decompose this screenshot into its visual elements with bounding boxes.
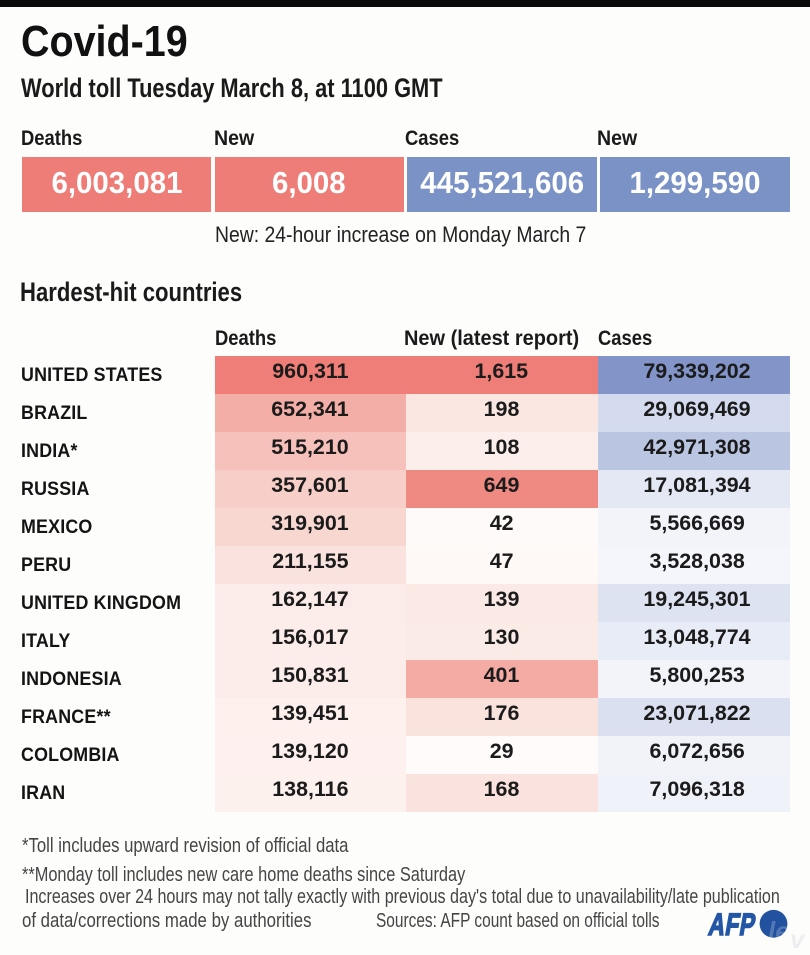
svg-text:AFP: AFP bbox=[706, 906, 759, 941]
